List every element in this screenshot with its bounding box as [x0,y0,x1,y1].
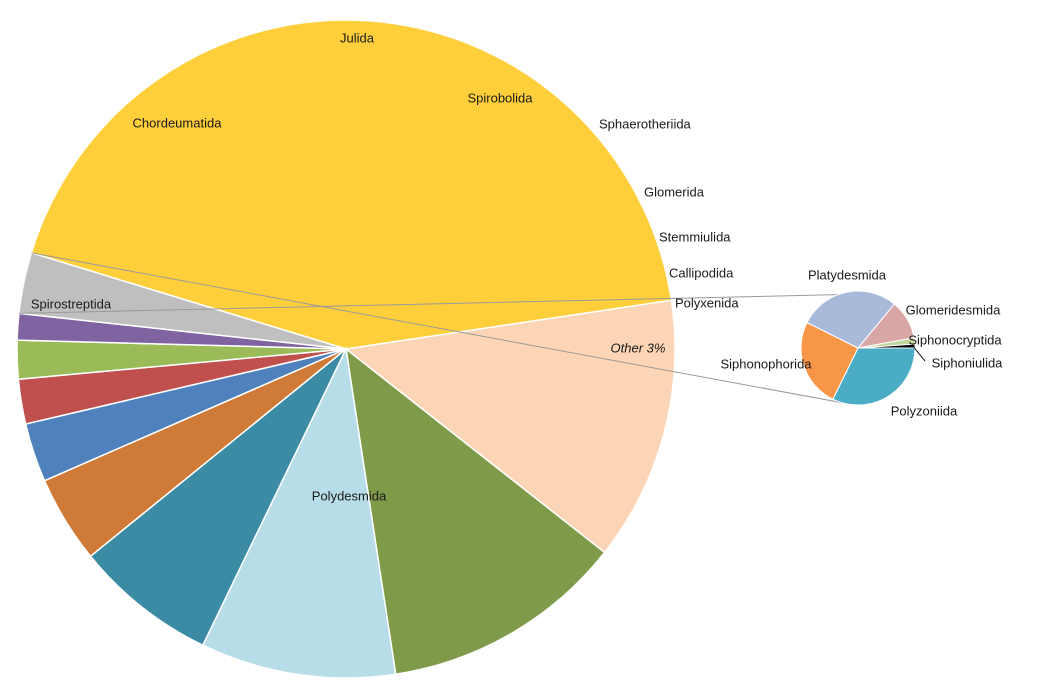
sub-label-siphoniulida: Siphoniulida [932,355,1004,370]
sub-slice-polyzoniida [832,347,916,406]
slice-labels: Polydesmida Spirostreptida Chordeumatida Ju… [31,30,1003,503]
sub-label-siphonophorida: Siphonophorida [720,356,812,371]
sub-slice-platydesmida [806,290,896,349]
siphoniulida-leader-line [912,345,926,362]
sub-label-siphonocryptida: Siphonocryptida [908,332,1002,347]
connector-line-bottom [31,252,854,406]
main-label-glomerida: Glomerida [644,184,705,199]
main-label-other-3: Other 3% [611,340,666,355]
main-label-stemmiulida: Stemmiulida [659,229,731,244]
main-label-julida: Julida [340,30,375,45]
main-label-spirostreptida: Spirostreptida [31,296,112,311]
main-label-polyxenida: Polyxenida [675,295,739,310]
secondary-pie [800,290,916,406]
main-slice-spirostreptida [344,299,676,554]
sub-label-polyzoniida: Polyzoniida [891,403,958,418]
main-slice-polydesmida [30,19,673,350]
main-pie [16,19,676,679]
main-label-callipodida: Callipodida [669,265,734,280]
main-slice-chordeumatida [344,347,606,676]
sub-label-glomeridesmida: Glomeridesmida [906,302,1001,317]
main-label-chordeumatida: Chordeumatida [133,115,223,130]
main-slice-spirobolida [89,348,347,647]
connector-line-top [18,293,876,314]
sub-slice-siphonophorida [800,321,859,400]
main-slice-julida [201,346,397,679]
main-label-spirobolida: Spirobolida [467,90,533,105]
sub-label-platydesmida: Platydesmida [808,267,887,282]
main-label-sphaerotheriida: Sphaerotheriida [599,116,692,131]
main-label-polydesmida: Polydesmida [312,488,387,503]
pie-connector-lines [18,252,876,406]
